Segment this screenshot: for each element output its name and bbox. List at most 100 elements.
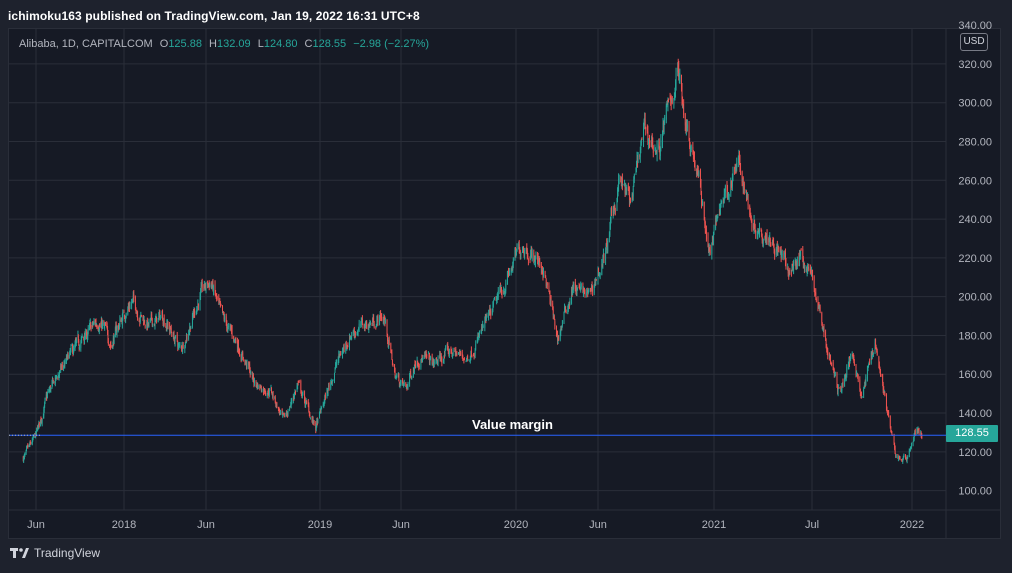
candle-body	[613, 207, 615, 213]
candle-body	[671, 98, 673, 102]
candle-body	[856, 373, 857, 375]
candle-body	[455, 349, 457, 355]
candle-body	[174, 337, 176, 343]
candle-body	[833, 370, 835, 376]
candle-body	[424, 354, 426, 355]
candle-body	[708, 248, 709, 251]
candle-body	[689, 141, 691, 148]
candle-body	[671, 97, 673, 103]
candle-body	[656, 150, 657, 154]
candle-body	[135, 307, 137, 313]
candle-body	[246, 361, 248, 368]
candle-body	[264, 389, 265, 391]
candle-body	[793, 263, 794, 271]
candle-body	[897, 455, 899, 459]
candle-body	[30, 442, 32, 444]
candle-body	[263, 388, 265, 392]
candle-body	[301, 394, 303, 397]
candle-body	[343, 346, 345, 349]
candle-body	[840, 389, 842, 391]
candle-body	[387, 334, 388, 341]
candle-body	[326, 390, 328, 399]
candle-body	[351, 335, 353, 337]
candle-body	[360, 319, 362, 325]
candle-body	[636, 163, 637, 169]
candle-body	[302, 392, 304, 394]
candle-body	[534, 256, 536, 262]
candle-body	[546, 282, 548, 286]
candle-body	[41, 418, 43, 424]
candle-body	[624, 183, 625, 184]
candle-body	[93, 322, 95, 323]
candle-body	[428, 353, 429, 355]
candle-body	[523, 249, 524, 253]
candle-body	[876, 350, 878, 356]
candle-body	[119, 319, 121, 325]
candle-body	[810, 272, 812, 273]
candle-body	[591, 285, 593, 289]
candle-body	[370, 321, 371, 325]
candle-body	[800, 250, 802, 256]
candle-body	[278, 409, 280, 411]
candle-body	[863, 386, 865, 389]
candle-body	[625, 188, 627, 193]
candle-body	[251, 371, 253, 380]
candle-body	[173, 334, 174, 336]
chart-panel[interactable]	[8, 28, 1001, 539]
candle-body	[459, 352, 461, 355]
candle-body	[519, 251, 521, 256]
candle-body	[715, 218, 717, 229]
candle-body	[564, 307, 566, 309]
candle-body	[131, 300, 133, 302]
candle-body	[918, 429, 919, 431]
candle-body	[576, 289, 578, 294]
candle-body	[224, 317, 226, 321]
candle-body	[806, 270, 808, 272]
candle-body	[693, 150, 694, 156]
candle-body	[785, 252, 786, 264]
candle-body	[384, 319, 386, 323]
candle-body	[649, 139, 650, 143]
candle-body	[692, 146, 694, 153]
candle-body	[230, 326, 231, 327]
candle-body	[846, 367, 848, 376]
candle-body	[660, 140, 662, 149]
candle-body	[861, 394, 862, 398]
candle-body	[664, 117, 666, 122]
time-tick-label: 2022	[900, 519, 924, 531]
candle-body	[465, 360, 467, 362]
candle-body	[569, 302, 570, 305]
candle-body	[501, 293, 503, 296]
candle-body	[361, 318, 363, 322]
candle-body	[905, 457, 907, 460]
footer-brand[interactable]: TradingView	[10, 546, 100, 560]
candle-body	[610, 216, 611, 226]
candle-body	[773, 239, 774, 246]
candle-body	[549, 293, 550, 294]
candle-body	[409, 372, 411, 375]
candle-body	[467, 359, 469, 361]
candle-body	[305, 402, 307, 406]
candle-body	[723, 198, 725, 201]
candle-body	[274, 397, 276, 402]
candle-body	[189, 326, 191, 330]
candle-body	[542, 270, 543, 272]
candle-body	[150, 314, 152, 318]
candle-body	[208, 283, 210, 285]
candle-body	[663, 125, 664, 129]
candle-body	[144, 325, 146, 327]
candle-body	[289, 408, 291, 410]
candle-body	[287, 414, 288, 416]
candle-body	[550, 300, 551, 305]
candle-body	[644, 117, 646, 123]
candle-body	[920, 432, 922, 434]
candle-body	[256, 384, 258, 388]
candle-body	[856, 374, 858, 376]
candle-body	[267, 391, 269, 394]
candle-body	[899, 456, 901, 460]
candle-body	[747, 196, 749, 206]
candle-body	[107, 340, 109, 345]
candle-body	[716, 217, 718, 220]
currency-badge[interactable]: USD	[960, 33, 988, 51]
